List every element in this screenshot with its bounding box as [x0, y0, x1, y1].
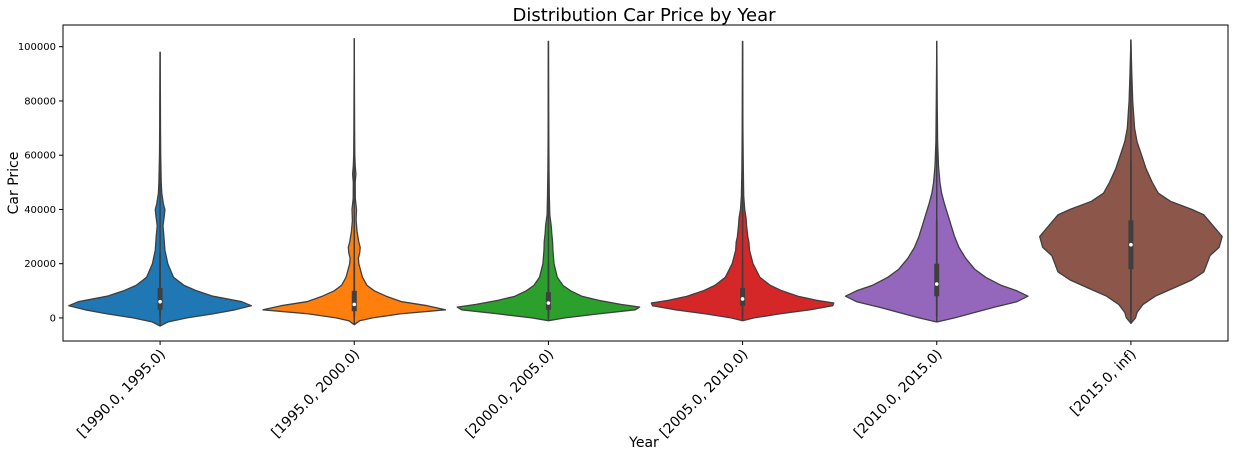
violin-median-point	[934, 282, 939, 286]
y-axis-ticks: 0 20000 40000 60000 80000 100000	[18, 42, 63, 324]
violin-iqr-box	[157, 288, 163, 310]
violin-median-point	[1129, 242, 1133, 247]
y-tick-label: 80000	[24, 96, 56, 107]
y-tick-label: 0	[50, 313, 56, 324]
plot-area-frame	[62, 24, 1229, 342]
violin-iqr-box	[351, 290, 357, 312]
x-tick-label: [2000.0, 2005.0)	[463, 347, 558, 442]
chart-title: Distribution Car Price by Year	[513, 5, 777, 26]
violin-median-point	[352, 302, 357, 307]
x-axis-title: Year	[628, 435, 659, 451]
y-tick-label: 60000	[24, 151, 56, 162]
x-tick-label: [1990.0, 1995.0)	[74, 347, 169, 442]
y-tick-label: 40000	[24, 205, 56, 216]
violin-iqr-box	[740, 288, 746, 306]
x-tick-label: [2005.0, 2010.0)	[657, 347, 752, 442]
violins-layer	[68, 37, 1223, 327]
y-tick-label: 100000	[18, 42, 56, 53]
violin-median-point	[546, 301, 551, 305]
violin-iqr-box	[934, 263, 940, 297]
violin-median-point	[158, 299, 162, 304]
y-tick-label: 20000	[24, 259, 56, 270]
y-axis-title: Car Price	[6, 152, 22, 215]
violin-iqr-box	[545, 292, 551, 310]
x-tick-label: [2010.0, 2015.0)	[851, 347, 946, 442]
violin-median-point	[740, 297, 745, 301]
x-tick-label: [2015.0, inf)	[1067, 347, 1139, 419]
x-tick-label: [1995.0, 2000.0)	[268, 347, 363, 442]
x-axis-ticks: [1990.0, 1995.0) [1995.0, 2000.0) [2000.0,…	[74, 341, 1140, 442]
